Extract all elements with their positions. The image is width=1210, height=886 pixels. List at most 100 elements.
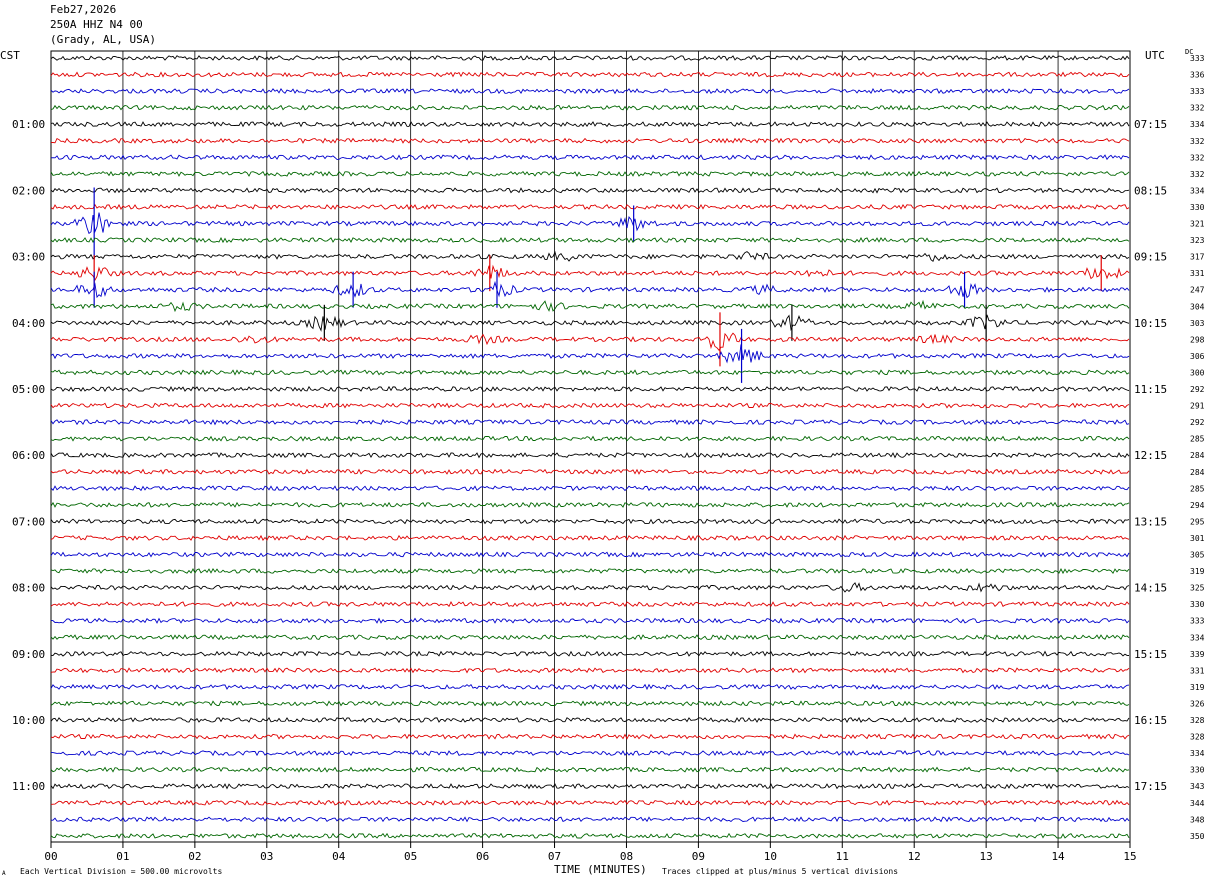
x-tick-label: 14 [1051, 850, 1065, 863]
dc-offset-label: 305 [1190, 551, 1205, 560]
x-tick-label: 08 [620, 850, 633, 863]
dc-offset-label: 298 [1190, 335, 1205, 344]
x-tick-label: 03 [260, 850, 273, 863]
seismic-trace [50, 369, 1130, 376]
dc-offset-label: 291 [1190, 402, 1205, 411]
seismic-trace [50, 634, 1130, 641]
dc-offset-label: 306 [1190, 352, 1205, 361]
seismic-trace [50, 567, 1130, 575]
seismic-trace [50, 71, 1130, 78]
seismic-trace [50, 452, 1130, 459]
seismic-trace [50, 170, 1130, 177]
dc-offset-label: 334 [1190, 749, 1205, 758]
seismic-trace [50, 617, 1130, 624]
dc-offset-label: 330 [1190, 203, 1205, 212]
left-timezone-label: CST [0, 49, 20, 62]
x-tick-label: 04 [332, 850, 346, 863]
corner-mark: A [2, 870, 6, 877]
dc-offset-label: 348 [1190, 815, 1205, 824]
seismic-trace [50, 832, 1130, 839]
left-hour-label: 03:00 [12, 251, 45, 264]
x-tick-label: 10 [764, 850, 777, 863]
dc-offset-label: 285 [1190, 484, 1205, 493]
seismic-trace [50, 299, 1130, 313]
x-tick-label: 00 [44, 850, 57, 863]
seismic-trace [50, 137, 1130, 144]
dc-offset-label: 285 [1190, 435, 1205, 444]
right-hour-label: 11:15 [1134, 383, 1167, 396]
dc-offset-label: 295 [1190, 517, 1205, 526]
dc-offset-label: 330 [1190, 766, 1205, 775]
dc-offset-label: 336 [1190, 71, 1205, 80]
right-hour-label: 12:15 [1134, 449, 1167, 462]
dc-offset-label: 300 [1190, 368, 1205, 377]
dc-offset-label: 331 [1190, 269, 1205, 278]
seismic-trace [50, 468, 1130, 475]
seismic-trace [50, 344, 1130, 364]
dc-offset-label: 332 [1190, 153, 1205, 162]
seismic-trace [50, 435, 1130, 442]
dc-offset-label: 344 [1190, 799, 1205, 808]
dc-offset-label: 292 [1190, 418, 1205, 427]
left-hour-label: 10:00 [12, 714, 45, 727]
dc-offset-label: 331 [1190, 666, 1205, 675]
seismic-trace [50, 203, 1130, 211]
right-hour-label: 08:15 [1134, 184, 1167, 197]
dc-offset-label: 284 [1190, 468, 1205, 477]
dc-offset-label: 343 [1190, 782, 1205, 791]
dc-offset-label: 319 [1190, 683, 1205, 692]
seismic-trace [50, 551, 1130, 558]
right-timezone-label: UTC [1145, 49, 1165, 62]
dc-offset-label: 334 [1190, 120, 1205, 129]
dc-offset-label: 304 [1190, 302, 1205, 311]
x-tick-label: 02 [188, 850, 201, 863]
left-hour-label: 02:00 [12, 184, 45, 197]
dc-offset-label: 321 [1190, 220, 1205, 229]
seismic-trace [50, 650, 1130, 657]
right-hour-label: 14:15 [1134, 582, 1167, 595]
x-tick-label: 05 [404, 850, 417, 863]
seismic-trace [50, 236, 1130, 244]
dc-offset-label: 319 [1190, 567, 1205, 576]
seismic-trace [50, 518, 1130, 525]
station-channel: 250A HHZ N4 00 [50, 18, 143, 31]
seismic-trace [50, 700, 1130, 707]
seismic-trace [50, 667, 1130, 674]
right-hour-label: 07:15 [1134, 118, 1167, 131]
scale-note: Each Vertical Division = 500.00 microvol… [20, 867, 223, 876]
x-tick-label: 07 [548, 850, 561, 863]
dc-offset-label: 328 [1190, 733, 1205, 742]
dc-offset-label: 323 [1190, 236, 1205, 245]
right-hour-label: 15:15 [1134, 648, 1167, 661]
seismic-trace [50, 418, 1130, 426]
x-tick-label: 09 [692, 850, 705, 863]
right-hour-label: 13:15 [1134, 515, 1167, 528]
dc-offset-label: 247 [1190, 286, 1205, 295]
x-tick-label: 12 [908, 850, 921, 863]
x-tick-label: 15 [1123, 850, 1136, 863]
dc-offset-label: 284 [1190, 451, 1205, 460]
seismic-trace [50, 280, 1130, 299]
seismic-trace [50, 264, 1130, 281]
seismic-trace [50, 733, 1130, 740]
seismic-trace [50, 402, 1130, 409]
station-location: (Grady, AL, USA) [50, 33, 156, 46]
seismic-trace [50, 716, 1130, 724]
seismic-trace [50, 385, 1130, 393]
dc-offset-label: 303 [1190, 319, 1205, 328]
x-axis-label: TIME (MINUTES) [554, 863, 647, 876]
dc-offset-label: 350 [1190, 832, 1205, 841]
dc-offset-label: 334 [1190, 186, 1205, 195]
x-tick-label: 01 [116, 850, 129, 863]
seismic-trace [50, 332, 1130, 351]
dc-offset-label: 339 [1190, 650, 1205, 659]
seismic-trace [50, 250, 1130, 263]
right-hour-label: 09:15 [1134, 251, 1167, 264]
seismic-trace [50, 154, 1130, 161]
seismic-trace [50, 534, 1130, 542]
seismic-trace [50, 87, 1130, 95]
seismic-trace [50, 121, 1130, 128]
seismic-trace [50, 55, 1130, 62]
seismic-trace [51, 816, 1130, 823]
left-hour-label: 06:00 [12, 449, 45, 462]
